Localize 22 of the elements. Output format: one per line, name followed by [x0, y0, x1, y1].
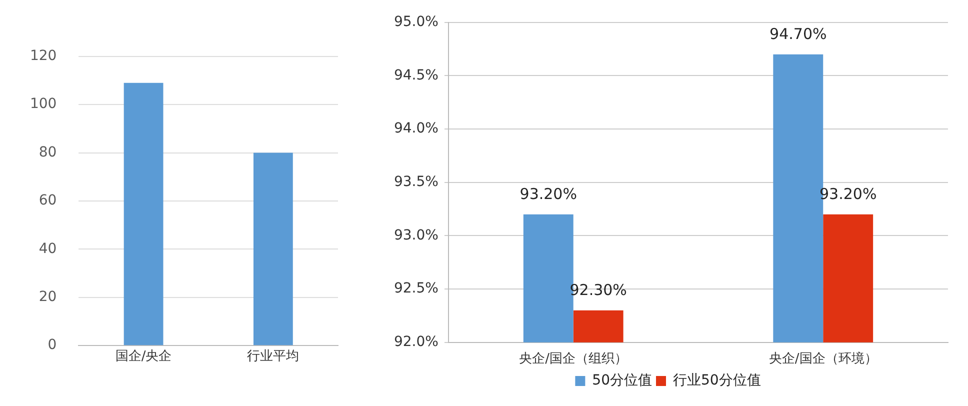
- x-tick-label: 行业平均: [247, 348, 300, 364]
- y-tick-label: 93.5%: [394, 174, 438, 190]
- y-tick-label: 92.5%: [394, 280, 438, 297]
- y-tick-label: 93.0%: [394, 227, 438, 244]
- x-tick-label: 国企/央企: [115, 348, 172, 364]
- y-tick-label: 20: [38, 289, 57, 306]
- y-tick-label: 40: [38, 240, 57, 257]
- y-tick-label: 94.0%: [394, 120, 438, 137]
- data-label: 93.20%: [520, 184, 577, 203]
- y-tick-label: 92.0%: [394, 334, 438, 350]
- data-label: 94.70%: [770, 24, 827, 43]
- y-tick-label: 120: [30, 48, 57, 64]
- y-tick-label: 94.5%: [394, 67, 438, 84]
- y-tick-label: 0: [48, 337, 57, 354]
- legend-label: 50分位值: [592, 372, 652, 389]
- y-tick-label: 95.0%: [394, 14, 438, 30]
- y-tick-label: 80: [38, 144, 57, 160]
- x-tick-label: 央企/国企（组织）: [519, 352, 628, 367]
- y-tick-label: 60: [38, 192, 57, 209]
- legend-label: 行业50分位值: [673, 372, 761, 389]
- x-tick-label: 央企/国企（环境）: [768, 350, 878, 367]
- y-tick-label: 100: [30, 96, 57, 112]
